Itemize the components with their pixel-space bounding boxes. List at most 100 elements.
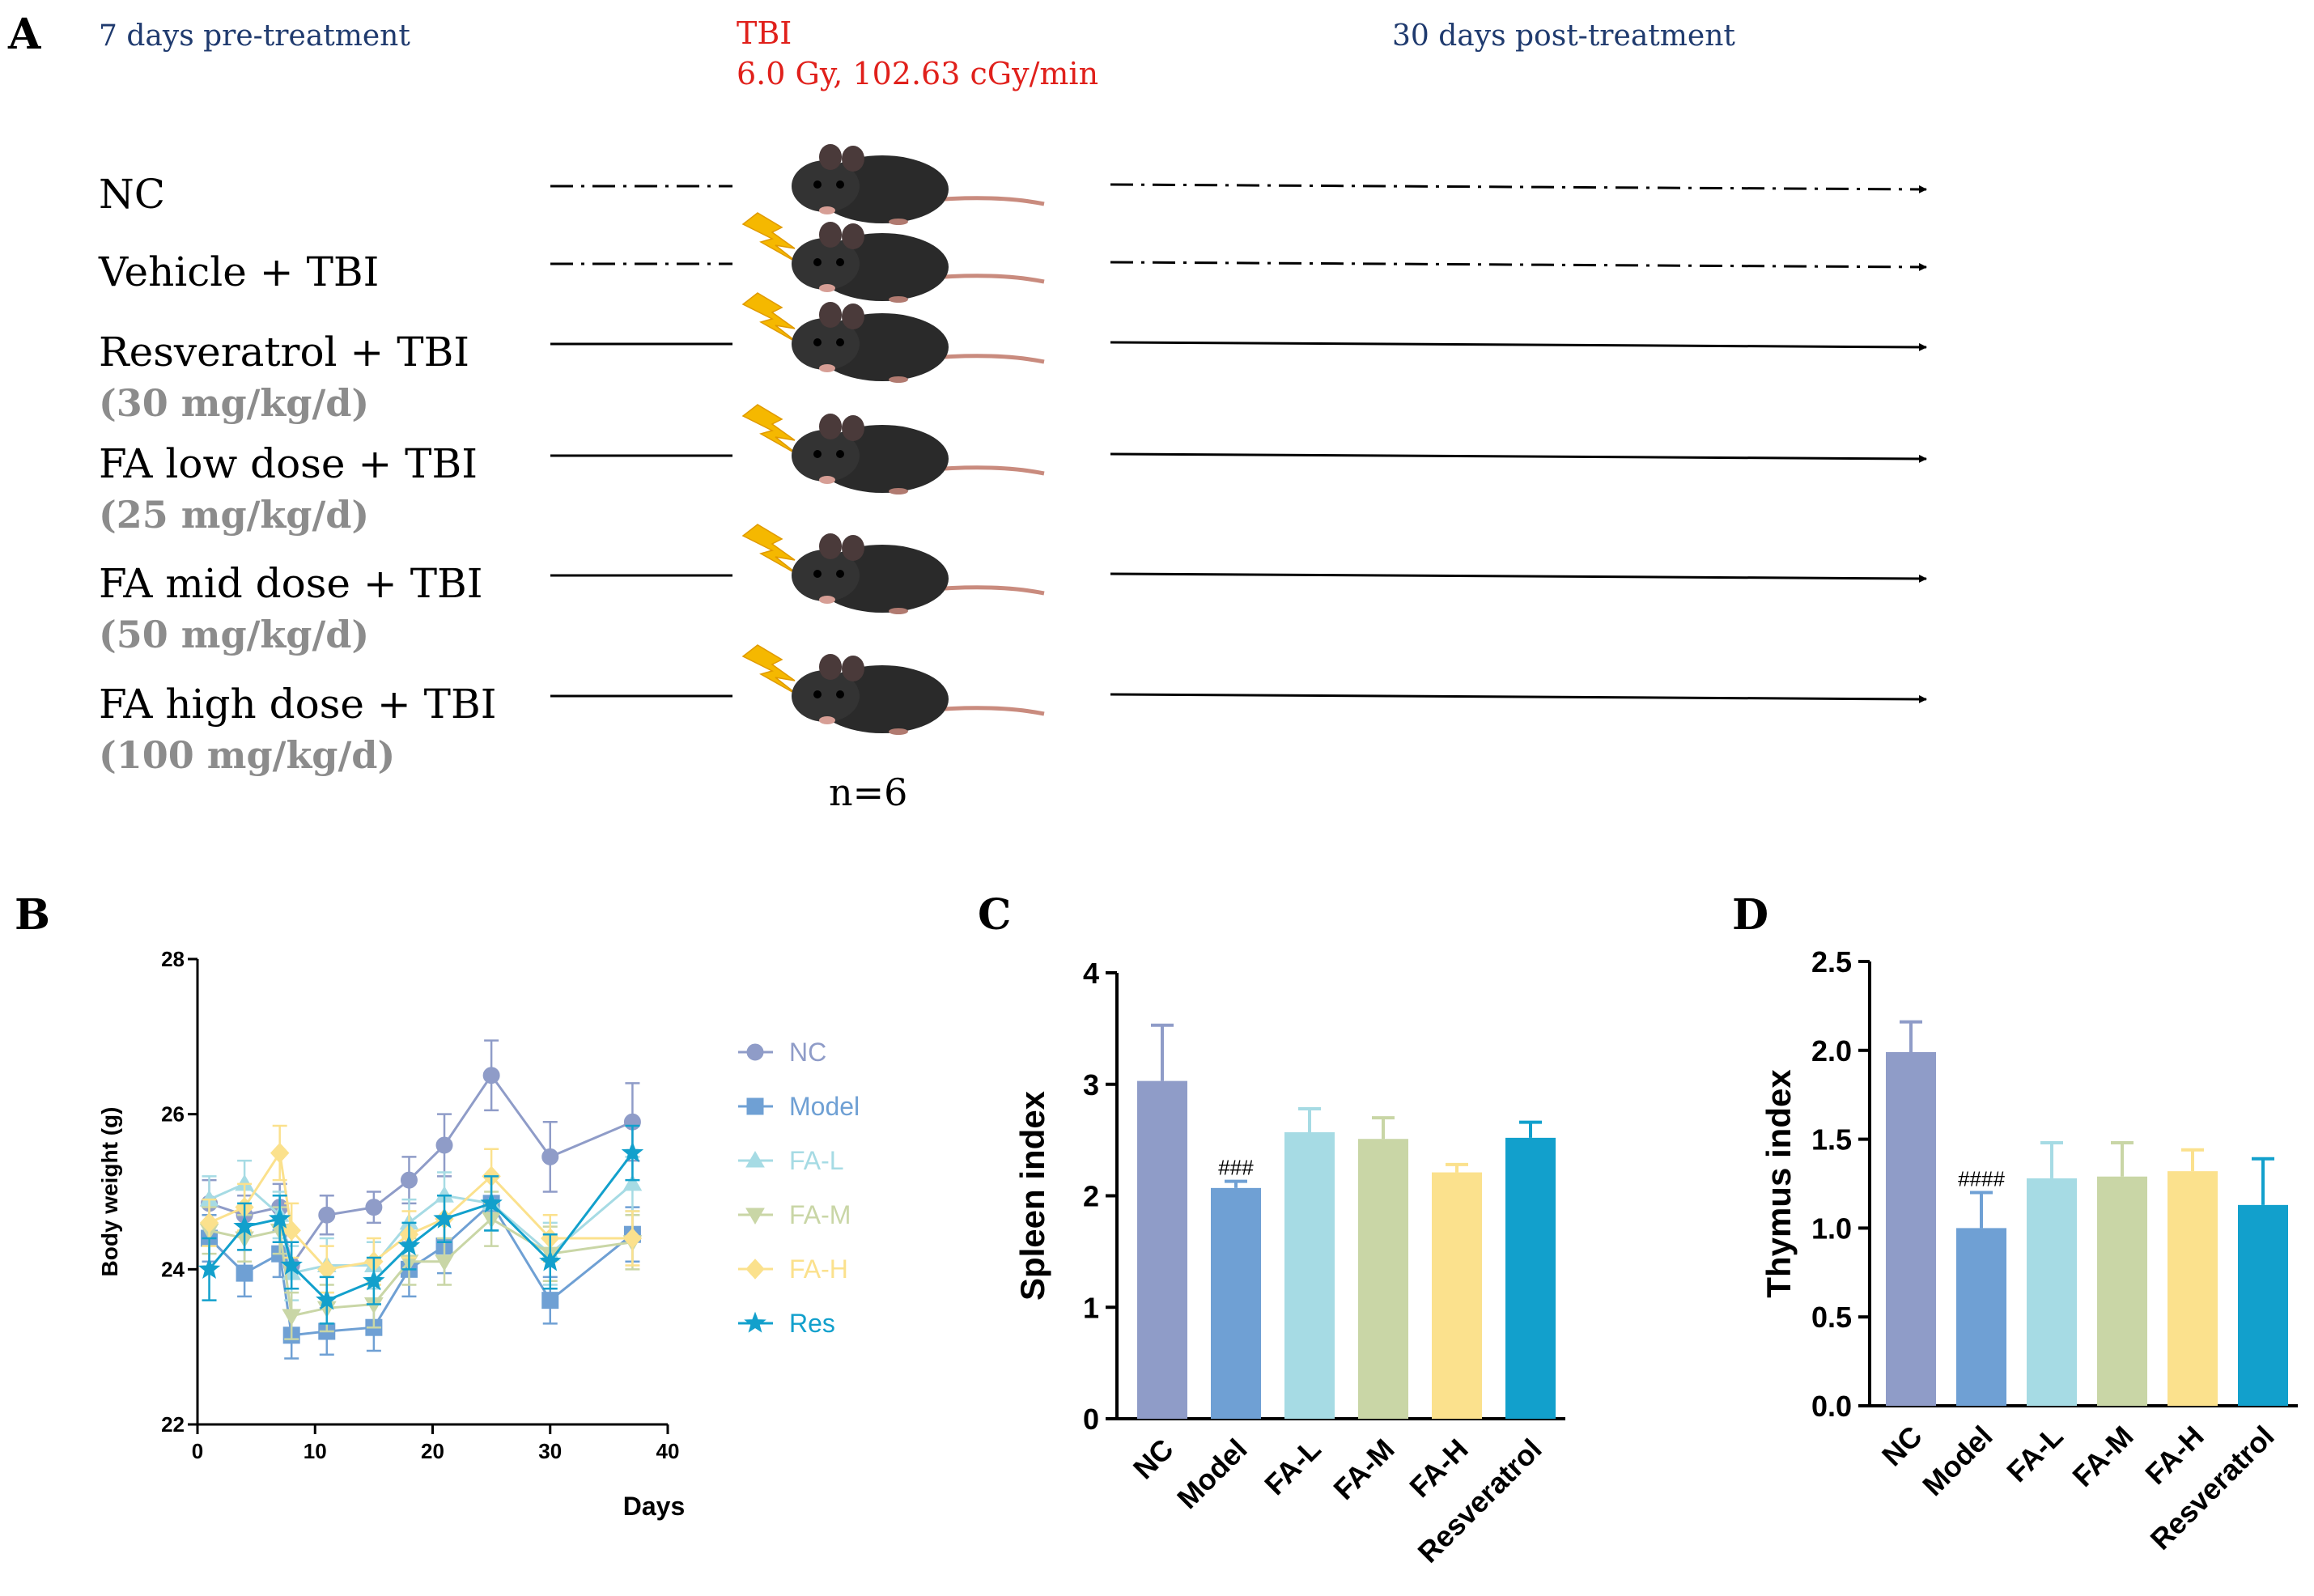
legend-marker xyxy=(745,1151,765,1168)
bar xyxy=(1358,1139,1408,1419)
data-point xyxy=(435,1254,454,1271)
mouse-icon xyxy=(792,302,1045,383)
bar-group: FA-H xyxy=(1403,1162,1482,1504)
data-point xyxy=(270,1142,290,1164)
legend-label: Model xyxy=(789,1092,860,1121)
bar xyxy=(2168,1171,2218,1406)
y-tick-label: 28 xyxy=(161,947,185,971)
group-row: FA low dose + TBI (25 mg/kg/d) xyxy=(99,404,1927,537)
x-tick-label: FA-M xyxy=(2066,1420,2139,1493)
x-tick-label: FA-L xyxy=(2000,1420,2070,1489)
data-point xyxy=(433,1207,456,1229)
group-dose: (25 mg/kg/d) xyxy=(99,493,369,537)
mouse-icon xyxy=(792,222,1045,303)
y-tick-label: 0.0 xyxy=(1811,1390,1852,1423)
panel-b-label: B xyxy=(15,890,50,940)
post-treatment-arrow xyxy=(1110,341,1927,351)
tbi-dose-label: 6.0 Gy, 102.63 cGy/min xyxy=(737,56,1098,91)
x-tick-label: 40 xyxy=(656,1439,680,1463)
group-row: Resveratrol + TBI (30 mg/kg/d) xyxy=(99,292,1927,425)
lightning-bolt-icon xyxy=(741,212,799,264)
bar-group: FA-M xyxy=(2066,1140,2147,1493)
mouse-icon xyxy=(792,533,1045,614)
data-point xyxy=(318,1206,336,1224)
panel-a: A 7 days pre-treatment TBI 6.0 Gy, 102.6… xyxy=(7,10,1927,814)
data-point xyxy=(622,1228,643,1249)
legend: NC Model FA-L FA-M FA-H Res xyxy=(738,1038,860,1338)
group-row: FA mid dose + TBI (50 mg/kg/d) xyxy=(99,524,1927,656)
lightning-bolt-icon xyxy=(741,524,799,575)
panel-c-label: C xyxy=(978,890,1011,940)
mouse-icon xyxy=(792,144,1045,225)
group-row: NC xyxy=(99,144,1927,225)
legend-label: FA-H xyxy=(789,1254,848,1284)
data-point xyxy=(480,1191,503,1213)
group-name: FA mid dose + TBI xyxy=(99,560,483,607)
group-name: FA low dose + TBI xyxy=(99,440,478,487)
group-row: Vehicle + TBI xyxy=(98,212,1927,303)
lightning-bolt-icon xyxy=(741,404,799,456)
data-point xyxy=(482,1067,500,1085)
data-point xyxy=(236,1264,253,1282)
post-treatment-arrow xyxy=(1110,693,1927,703)
bar xyxy=(1137,1080,1187,1419)
y-axis-title: Body weight (g) xyxy=(97,1107,122,1277)
y-tick-label: 1.5 xyxy=(1811,1123,1852,1157)
group-dose: (100 mg/kg/d) xyxy=(99,733,395,777)
legend-marker xyxy=(745,1208,765,1225)
data-point xyxy=(268,1207,291,1229)
x-axis-title: Days xyxy=(623,1492,686,1521)
legend-label: NC xyxy=(789,1038,826,1067)
y-tick-label: 2.5 xyxy=(1811,945,1852,978)
legend-item: FA-H xyxy=(738,1254,848,1284)
y-tick-label: 4 xyxy=(1083,957,1099,990)
group-name: Vehicle + TBI xyxy=(98,248,379,295)
x-tick-label: Model xyxy=(1916,1420,1999,1503)
bar xyxy=(2238,1204,2288,1406)
data-point xyxy=(435,1136,453,1154)
mouse-icon xyxy=(792,654,1045,735)
group-row: FA high dose + TBI (100 mg/kg/d) xyxy=(99,644,1927,777)
data-point xyxy=(197,1257,221,1280)
x-tick-label: 0 xyxy=(192,1439,203,1463)
x-tick-label: 10 xyxy=(304,1439,327,1463)
post-treatment-arrow xyxy=(1110,261,1927,271)
bar xyxy=(1505,1137,1556,1419)
post-treatment-arrow xyxy=(1110,572,1927,583)
post-treatment-arrow xyxy=(1110,183,1927,193)
data-point xyxy=(541,1292,559,1309)
x-tick-label: 30 xyxy=(538,1439,562,1463)
bar-group: NC xyxy=(1127,1023,1187,1486)
data-point xyxy=(316,1288,338,1310)
treatment-groups: NC Vehicle + TBI Resveratrol + TBI (30 mg/k… xyxy=(98,144,1927,777)
data-point xyxy=(233,1215,256,1237)
y-tick-label: 2.0 xyxy=(1811,1034,1852,1068)
x-tick-label: NC xyxy=(1127,1433,1180,1486)
pre-treatment-label: 7 days pre-treatment xyxy=(99,19,410,53)
y-tick-label: 1 xyxy=(1083,1291,1099,1324)
legend-item: FA-M xyxy=(738,1200,851,1229)
y-tick-label: 24 xyxy=(161,1257,185,1281)
legend-marker xyxy=(744,1311,766,1333)
x-tick-label: 20 xyxy=(421,1439,444,1463)
series-res xyxy=(197,1124,644,1325)
panel-d-label: D xyxy=(1732,890,1768,940)
y-tick-label: 3 xyxy=(1083,1068,1099,1101)
bar xyxy=(1284,1131,1335,1419)
legend-marker xyxy=(746,1097,764,1115)
bar xyxy=(2027,1178,2077,1406)
significance-label: #### xyxy=(1958,1166,2005,1191)
bar-group: FA-L xyxy=(2000,1140,2077,1489)
series-line xyxy=(208,1201,634,1337)
bar xyxy=(1432,1172,1482,1419)
bar-group: FA-M xyxy=(1327,1116,1408,1506)
y-axis-title: Spleen index xyxy=(1013,1090,1051,1301)
legend-label: Res xyxy=(789,1309,835,1338)
x-tick-label: FA-L xyxy=(1258,1433,1327,1502)
panel-a-label: A xyxy=(7,10,41,59)
data-point xyxy=(280,1254,303,1276)
data-point xyxy=(397,1234,421,1256)
lightning-bolt-icon xyxy=(741,292,799,344)
